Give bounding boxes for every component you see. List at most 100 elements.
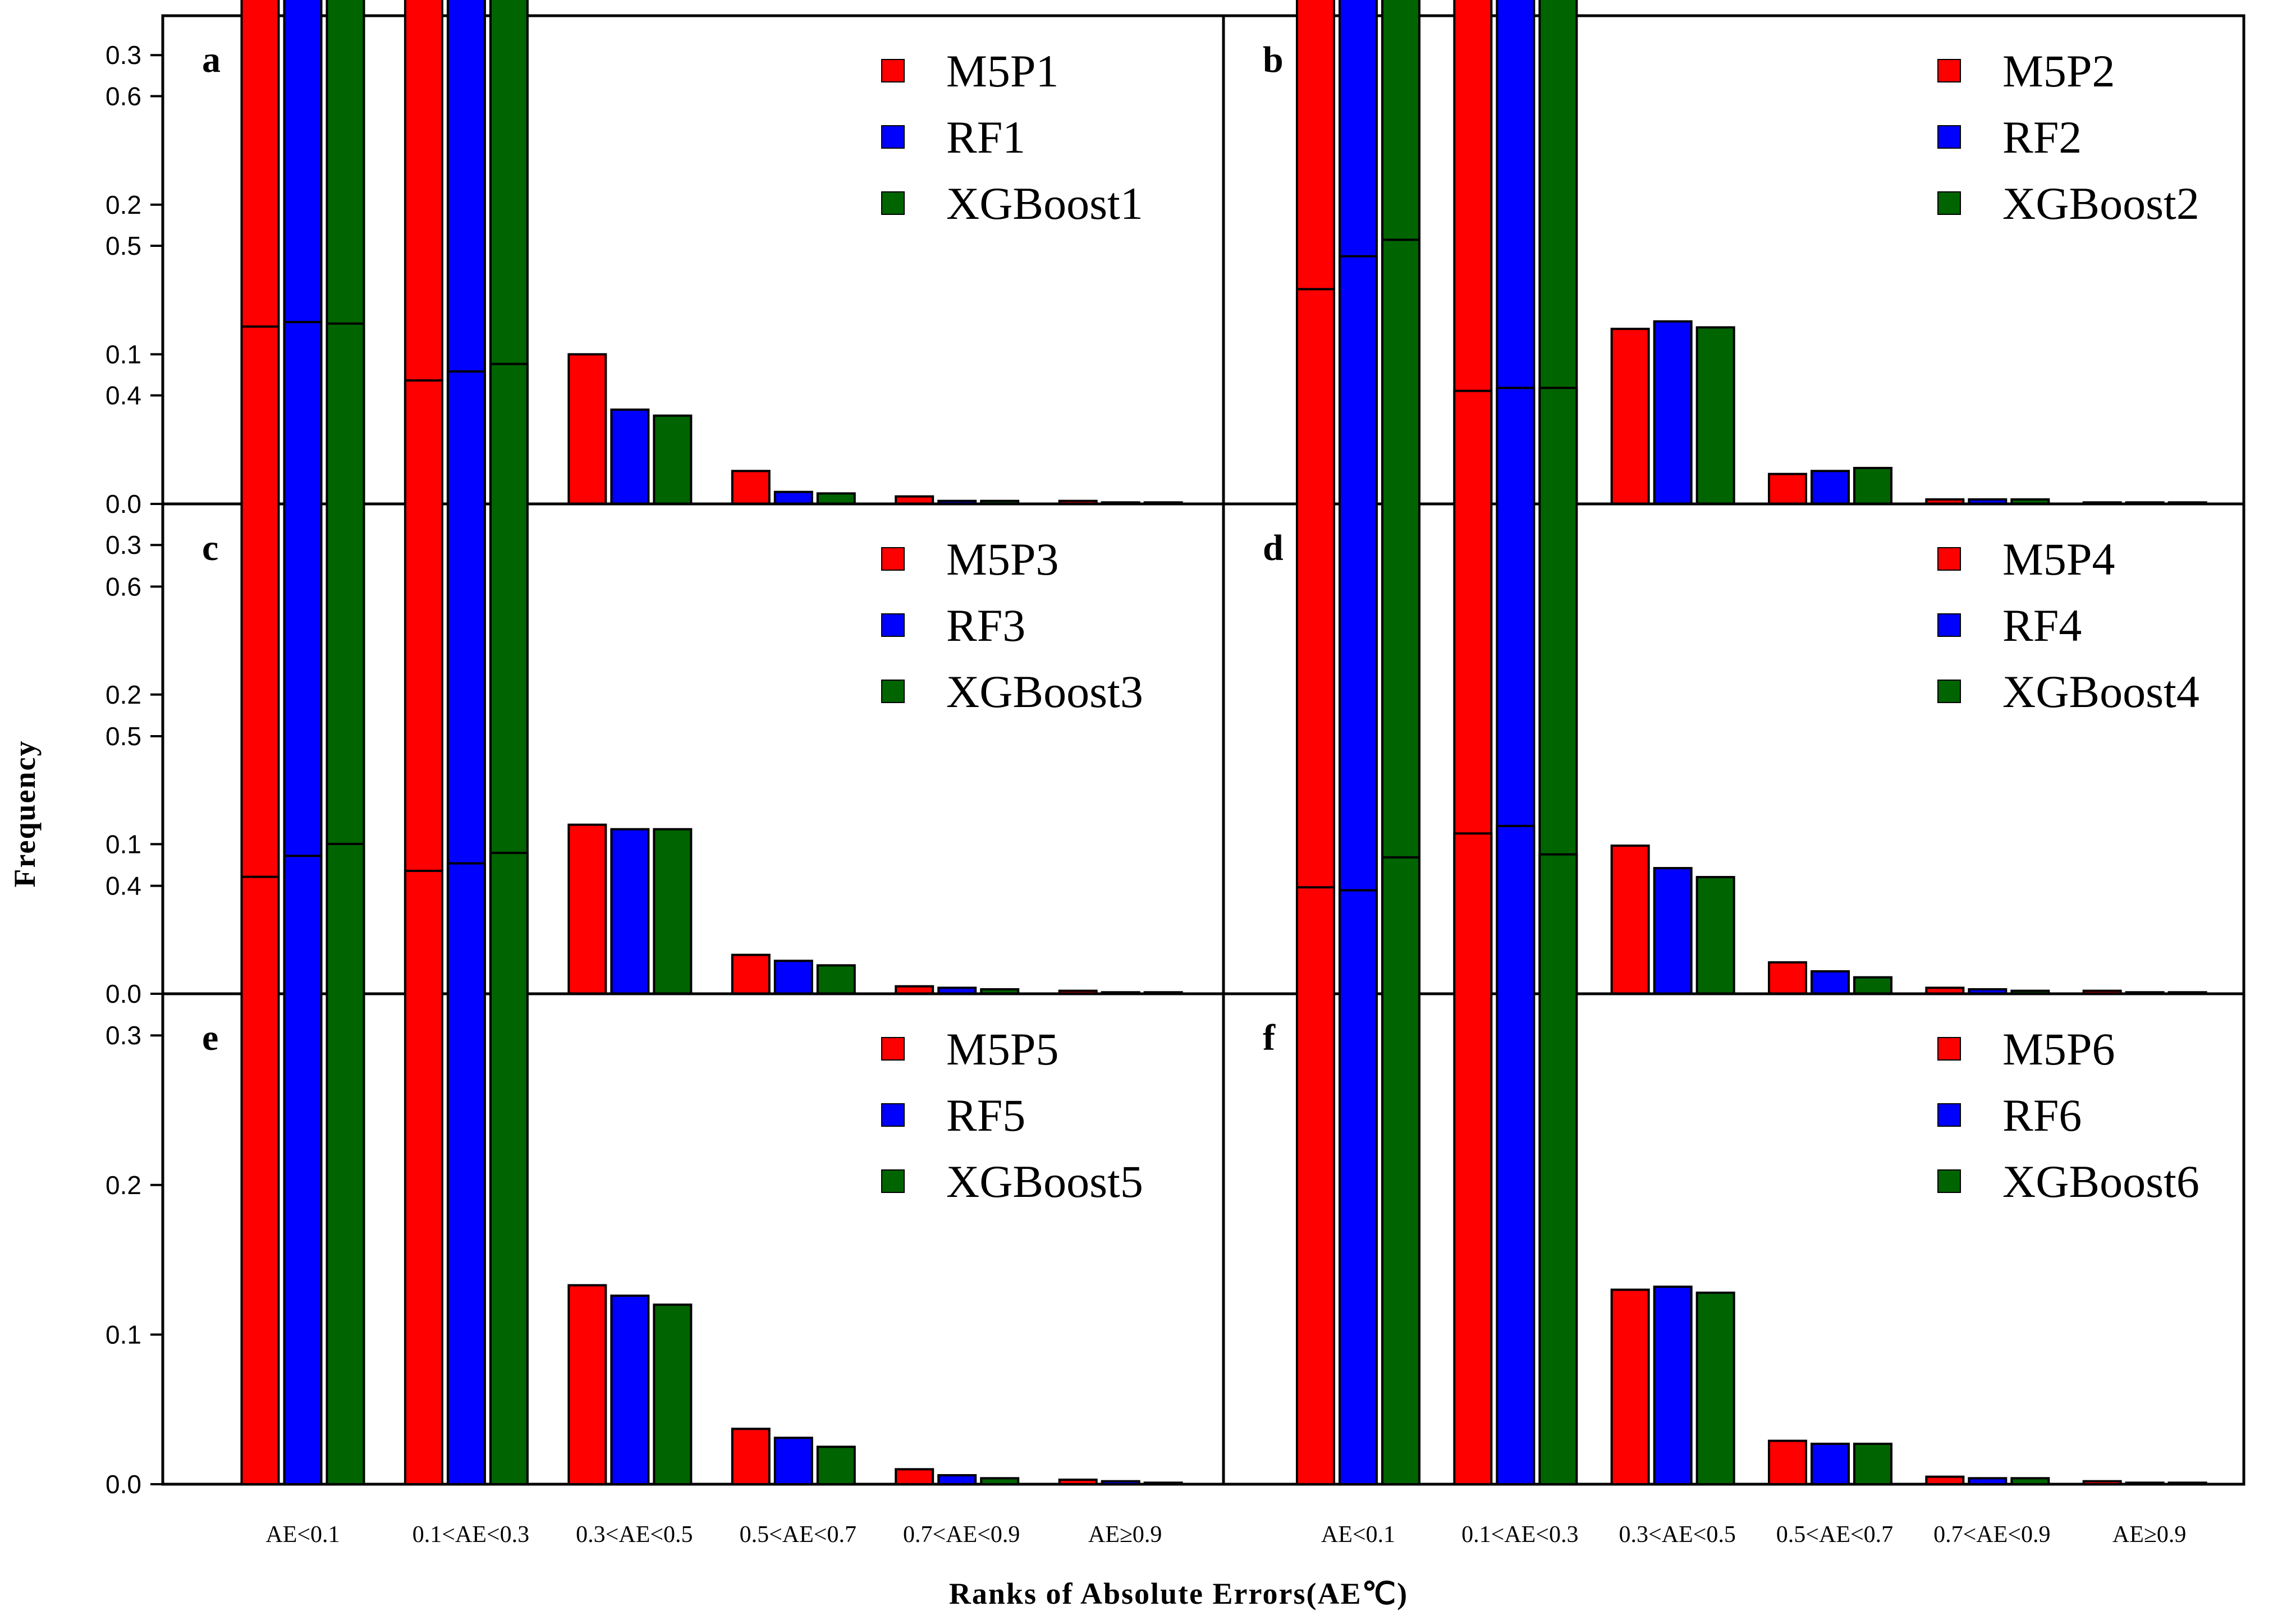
legend-label-RF6: RF6: [2002, 1090, 2082, 1141]
bar-XGBoost5-3: [816, 1445, 856, 1486]
bar-RF2-2: [1653, 320, 1693, 505]
legend-swatch-RF6: [1937, 1103, 1961, 1127]
legend-label-XGBoost3: XGBoost3: [946, 666, 1143, 717]
y-tick-label: 0.1: [106, 829, 141, 859]
bar-M5P6-1: [1453, 832, 1493, 1485]
bar-RF6-4: [1968, 1477, 2008, 1485]
x-category-label: 0.7<AE<0.9: [903, 1522, 1020, 1548]
panel-letter: f: [1263, 1017, 1276, 1058]
x-category-label: 0.1<AE<0.3: [1461, 1522, 1578, 1548]
bar-RF6-2: [1653, 1286, 1693, 1485]
legend-swatch-XGBoost2: [1937, 191, 1961, 215]
y-tick-label: 0.6: [106, 81, 141, 111]
bar-RF5-1: [446, 862, 486, 1485]
legend-label-M5P6: M5P6: [2002, 1024, 2115, 1075]
bar-XGBoost5-0: [326, 842, 365, 1485]
bar-RF5-5: [1101, 1480, 1140, 1485]
legend-label-M5P2: M5P2: [2002, 45, 2115, 97]
bar-XGBoost5-1: [489, 851, 529, 1485]
legend-swatch-RF3: [881, 613, 905, 637]
legend-swatch-XGBoost6: [1937, 1169, 1961, 1193]
y-tick-label: 0.2: [106, 190, 141, 219]
bar-M5P5-1: [404, 869, 443, 1485]
bar-M5P6-5: [2082, 1480, 2122, 1485]
bar-XGBoost4-3: [1853, 976, 1892, 995]
bar-RF6-3: [1810, 1443, 1850, 1486]
legend-label-XGBoost6: XGBoost6: [2002, 1156, 2199, 1207]
bar-M5P6-4: [1925, 1475, 1965, 1485]
bar-RF3-3: [773, 960, 813, 995]
legend-label-RF1: RF1: [946, 112, 1025, 163]
bar-M5P5-2: [567, 1284, 607, 1486]
bar-XGBoost6-1: [1538, 853, 1578, 1485]
bar-RF6-5: [2125, 1481, 2165, 1485]
legend-swatch-RF4: [1937, 613, 1961, 637]
x-category-label: 0.1<AE<0.3: [413, 1522, 529, 1548]
y-tick-label: 0.0: [106, 1470, 141, 1499]
bar-M5P3-2: [567, 823, 607, 995]
bar-RF5-0: [283, 855, 323, 1485]
legend-swatch-M5P3: [881, 547, 905, 571]
legend-label-M5P1: M5P1: [946, 45, 1059, 97]
legend-swatch-M5P4: [1937, 547, 1961, 571]
bar-RF4-3: [1810, 970, 1850, 995]
bar-XGBoost6-5: [2167, 1481, 2207, 1485]
bar-M5P5-0: [240, 875, 280, 1485]
bar-XGBoost4-2: [1695, 876, 1735, 995]
bar-XGBoost2-3: [1853, 467, 1892, 505]
legend-label-XGBoost2: XGBoost2: [2002, 178, 2199, 229]
bar-RF3-2: [610, 828, 650, 995]
legend-swatch-M5P6: [1937, 1037, 1961, 1061]
bar-M5P6-3: [1767, 1439, 1807, 1486]
y-tick-label: 0.5: [106, 231, 141, 260]
bar-XGBoost5-2: [653, 1304, 693, 1486]
bar-M5P6-2: [1610, 1288, 1650, 1485]
legend-swatch-RF2: [1937, 125, 1961, 149]
bar-XGBoost3-2: [653, 828, 693, 995]
bar-M5P3-3: [731, 953, 771, 995]
y-tick-label: 0.2: [106, 680, 141, 709]
panel-f: AE<0.1 0.1<AE<0.3 0.3<AE<0.5 0.5<AE<0.7 0.7<…: [1222, 824, 2245, 1548]
bar-M5P4-2: [1610, 845, 1650, 995]
x-category-label: 0.5<AE<0.7: [1776, 1522, 1893, 1548]
panel-letter: a: [202, 39, 221, 80]
panel-letter: d: [1263, 527, 1284, 568]
y-tick-label: 0.0: [106, 489, 141, 518]
bar-RF1-2: [610, 409, 650, 505]
y-tick-label: 0.3: [106, 530, 141, 559]
panel-letter: c: [202, 527, 218, 568]
x-category-label: AE<0.1: [1321, 1522, 1395, 1548]
panels: 0.0 0.1 0.2 0.3 0.4 0.5 0.6 a M5P1 RF1 XGBoost1 b M5…: [106, 0, 2245, 1548]
bar-RF2-3: [1810, 470, 1850, 506]
bar-XGBoost1-2: [653, 414, 693, 505]
legend-label-RF2: RF2: [2002, 112, 2082, 163]
legend-swatch-M5P2: [1937, 59, 1961, 82]
bar-RF6-1: [1496, 824, 1536, 1485]
bar-XGBoost2-2: [1695, 326, 1735, 505]
legend-label-RF3: RF3: [946, 600, 1025, 651]
bar-RF1-3: [773, 490, 813, 505]
legend-label-RF5: RF5: [946, 1090, 1025, 1141]
bar-M5P4-0: [1295, 288, 1335, 995]
y-tick-label: 0.4: [106, 381, 141, 410]
bar-M5P5-5: [1058, 1479, 1098, 1485]
bar-XGBoost6-4: [2010, 1477, 2050, 1485]
bar-XGBoost5-4: [980, 1477, 1020, 1485]
legend-swatch-XGBoost1: [881, 191, 905, 215]
y-tick-label: 0.0: [106, 979, 141, 1008]
bar-RF4-0: [1338, 255, 1378, 995]
legend-label-XGBoost4: XGBoost4: [2002, 666, 2199, 717]
x-category-label: AE≥0.9: [1088, 1522, 1162, 1548]
y-axis-title: Frequency: [8, 740, 42, 888]
panel-letter: e: [202, 1017, 218, 1058]
x-category-label: AE<0.1: [265, 1522, 340, 1548]
legend-label-M5P3: M5P3: [946, 534, 1059, 585]
x-category-label: 0.7<AE<0.9: [1933, 1522, 2050, 1548]
y-tick-label: 0.3: [106, 40, 141, 70]
bar-M5P5-4: [895, 1468, 934, 1486]
x-category-label: AE≥0.9: [2112, 1522, 2187, 1548]
y-tick-label: 0.2: [106, 1171, 141, 1200]
legend-label-RF4: RF4: [2002, 600, 2082, 651]
